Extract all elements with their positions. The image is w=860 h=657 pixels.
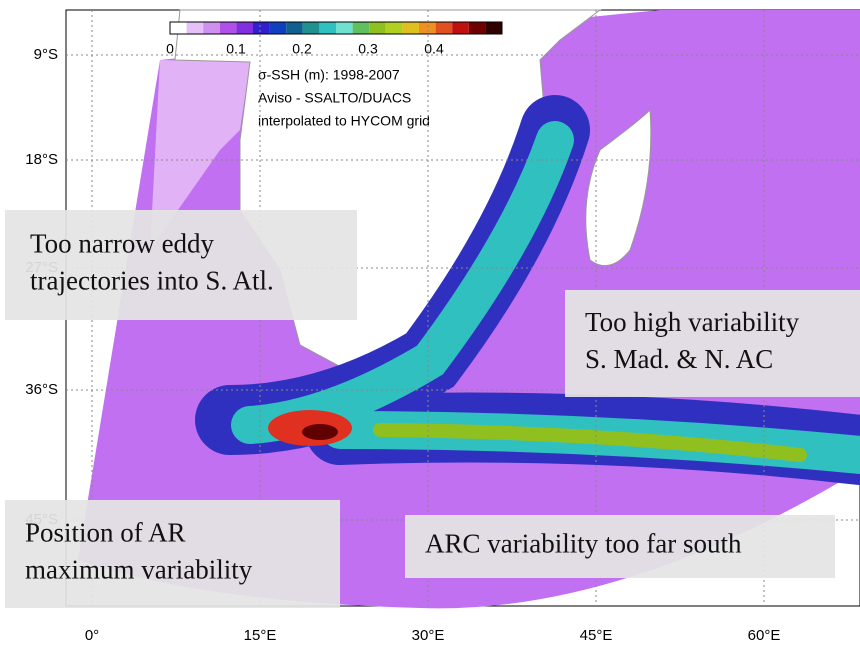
x-label: 45°E bbox=[580, 627, 613, 644]
colorbar-swatch bbox=[220, 22, 237, 34]
colorbar-swatch bbox=[436, 22, 453, 34]
colorbar-tick: 0.3 bbox=[358, 41, 378, 57]
map-figure: 0 0.1 0.2 0.3 0.4 σ-SSH (m): 1998-2007 Aviso -… bbox=[0, 0, 860, 652]
colorbar-swatch bbox=[386, 22, 403, 34]
colorbar-tick: 0.1 bbox=[226, 41, 246, 57]
colorbar-tick: 0 bbox=[166, 41, 174, 57]
annotation-text: maximum variability bbox=[25, 555, 253, 585]
annotation-text: ARC variability too far south bbox=[425, 529, 742, 559]
colorbar bbox=[170, 22, 502, 34]
colorbar-swatch bbox=[336, 22, 353, 34]
colorbar-swatch bbox=[303, 22, 320, 34]
colorbar-swatch bbox=[203, 22, 220, 34]
colorbar-swatch bbox=[353, 22, 370, 34]
colorbar-swatch bbox=[485, 22, 502, 34]
annotation-text: Position of AR bbox=[25, 518, 186, 548]
colorbar-swatch bbox=[236, 22, 253, 34]
colorbar-swatch bbox=[187, 22, 204, 34]
annotation-text: trajectories into S. Atl. bbox=[30, 266, 274, 296]
colorbar-swatch bbox=[286, 22, 303, 34]
colorbar-swatch bbox=[253, 22, 270, 34]
colorbar-swatch bbox=[319, 22, 336, 34]
colorbar-tick: 0.4 bbox=[424, 41, 444, 57]
y-label: 36°S bbox=[25, 381, 58, 398]
colorbar-tick: 0.2 bbox=[292, 41, 312, 57]
colorbar-swatch bbox=[170, 22, 187, 34]
x-label: 30°E bbox=[412, 627, 445, 644]
annotation-text: Too high variability bbox=[585, 307, 800, 337]
colorbar-swatch bbox=[402, 22, 419, 34]
colorbar-swatch bbox=[469, 22, 486, 34]
legend-line: interpolated to HYCOM grid bbox=[258, 113, 430, 129]
x-label: 60°E bbox=[748, 627, 781, 644]
legend-line: σ-SSH (m): 1998-2007 bbox=[258, 67, 400, 83]
y-label: 9°S bbox=[34, 46, 58, 63]
colorbar-swatch bbox=[270, 22, 287, 34]
annotation-text: Too narrow eddy bbox=[30, 229, 215, 259]
annotation-text: S. Mad. & N. AC bbox=[585, 344, 773, 374]
colorbar-swatch bbox=[452, 22, 469, 34]
colorbar-swatch bbox=[369, 22, 386, 34]
legend-line: Aviso - SSALTO/DUACS bbox=[258, 90, 411, 106]
y-label: 18°S bbox=[25, 151, 58, 168]
x-label: 15°E bbox=[244, 627, 277, 644]
colorbar-swatch bbox=[419, 22, 436, 34]
x-label: 0° bbox=[85, 627, 99, 644]
max-core bbox=[302, 424, 338, 440]
